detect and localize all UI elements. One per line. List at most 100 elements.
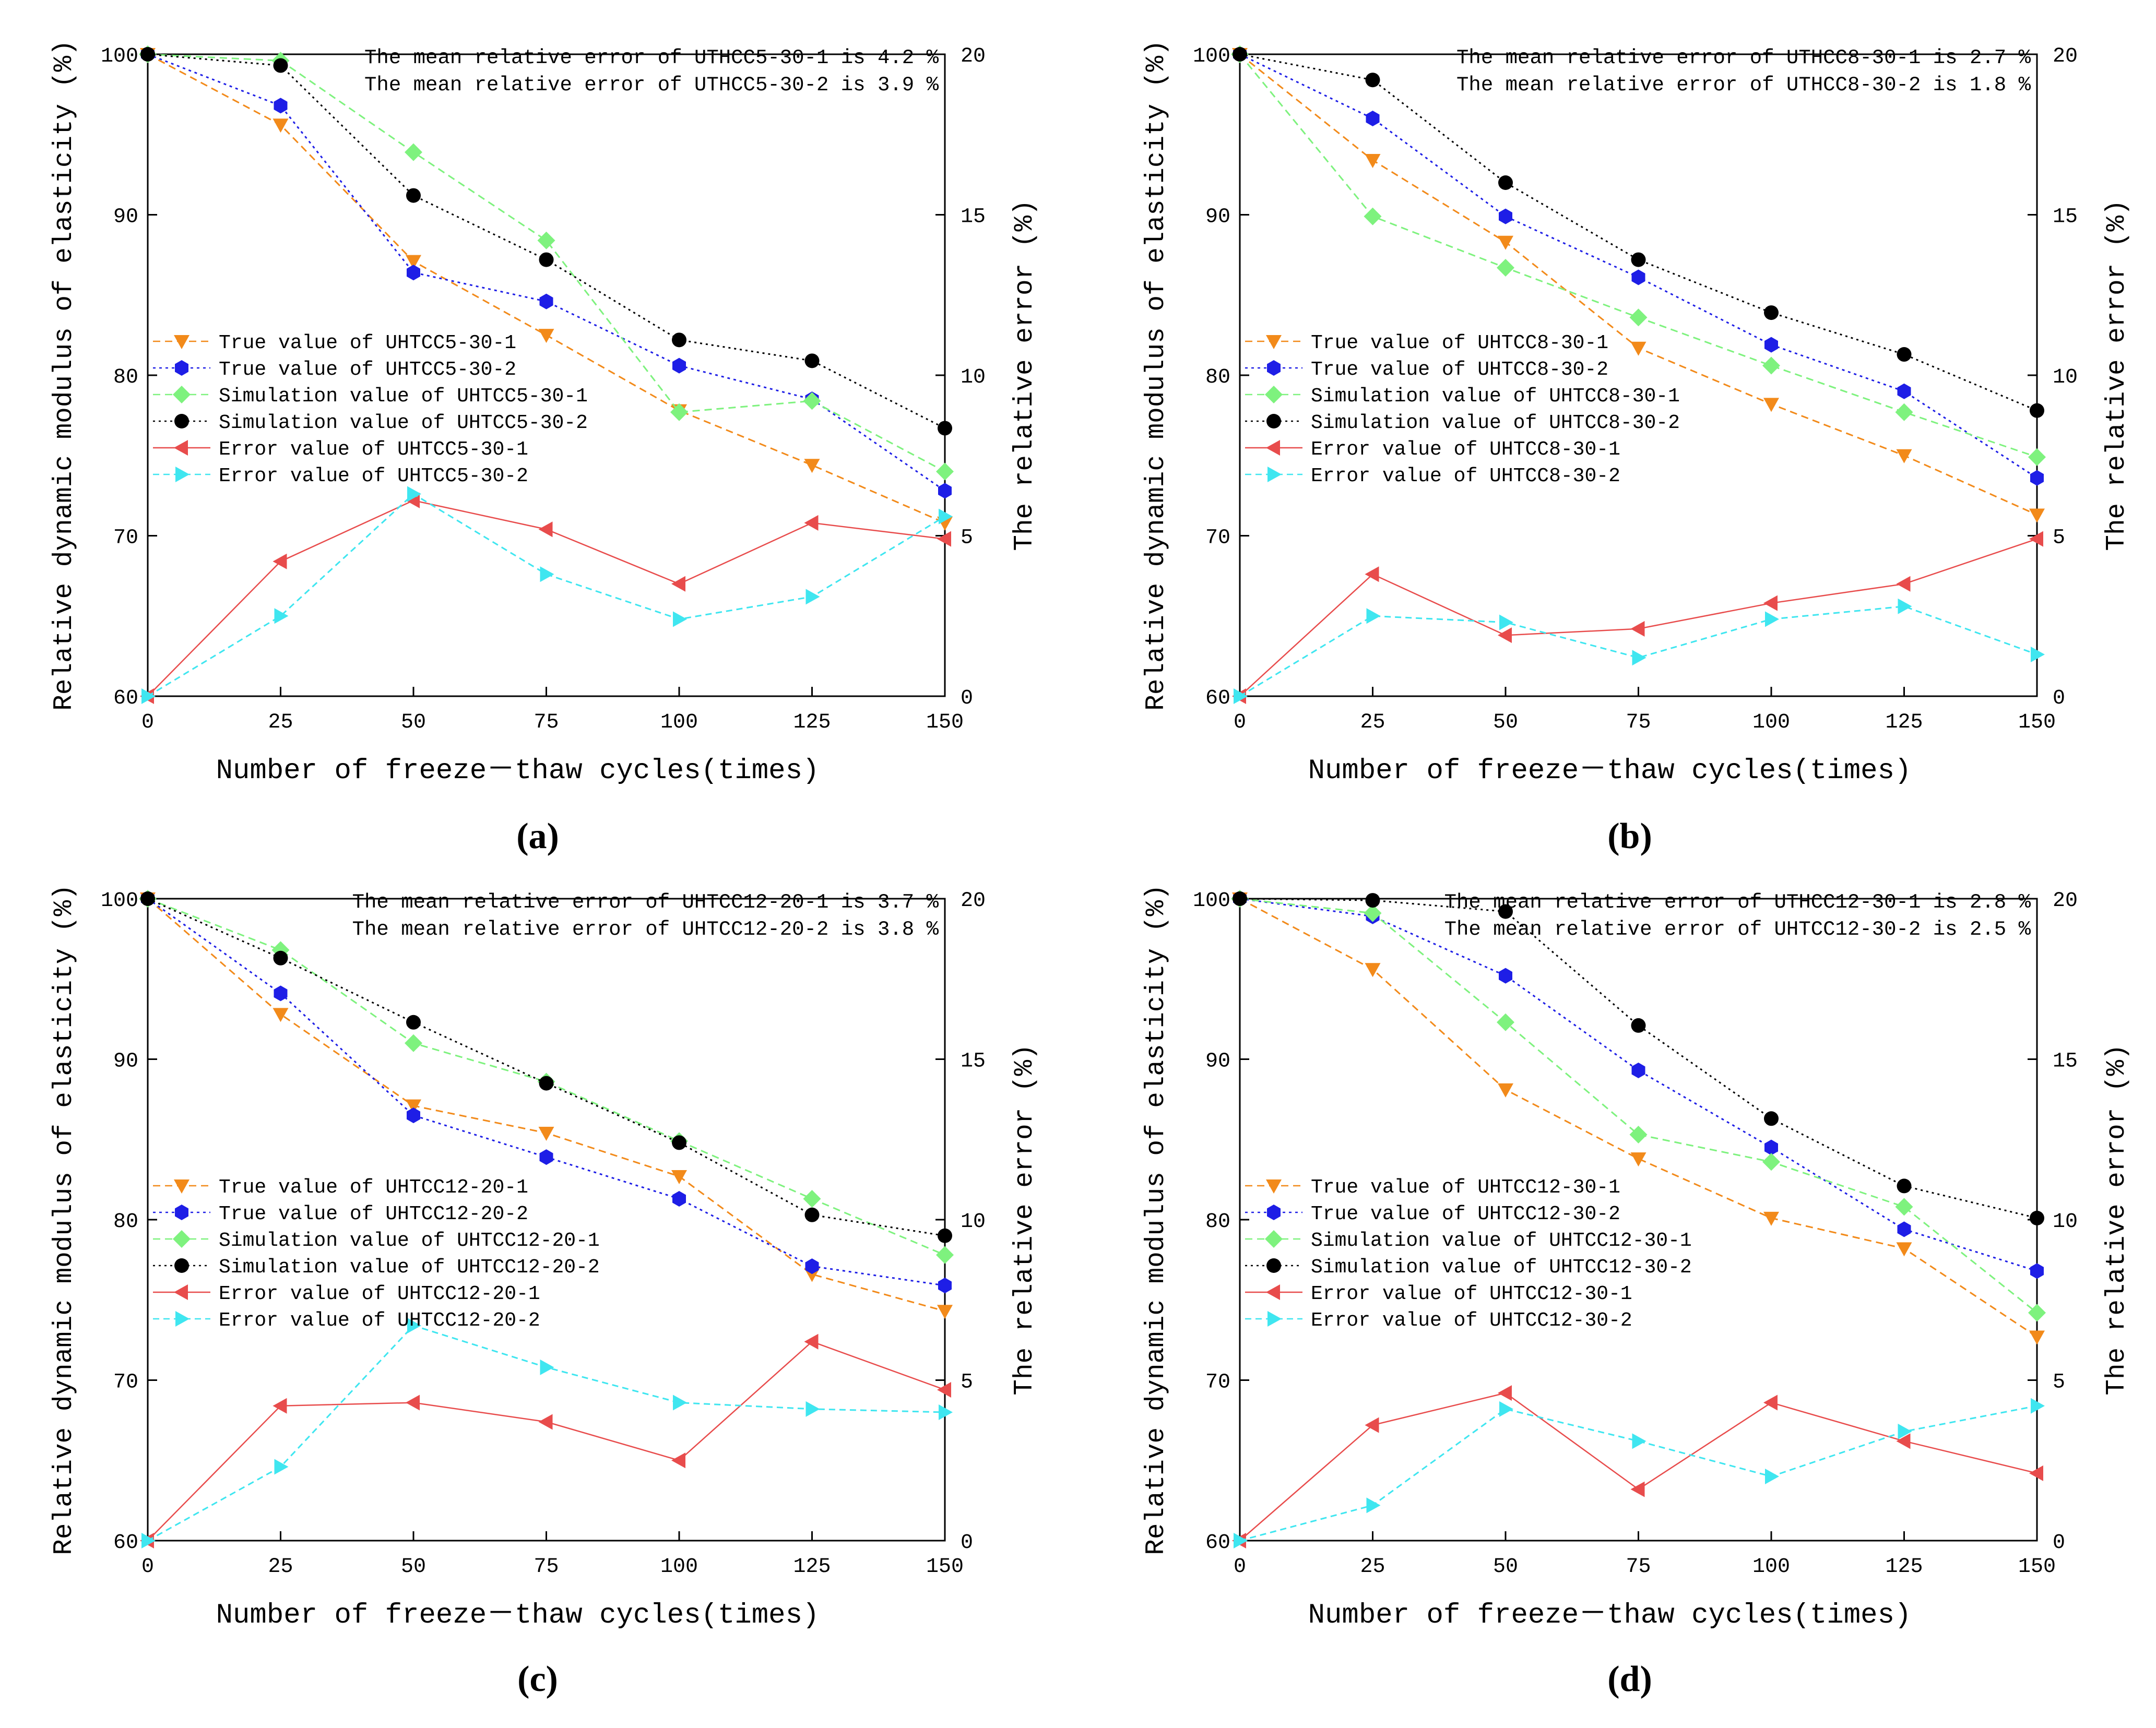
legend-marker — [173, 1230, 191, 1248]
data-point-circle — [140, 47, 155, 62]
y-tick-label: 90 — [1205, 206, 1230, 229]
x-tick-label: 150 — [926, 711, 964, 734]
data-point-circle — [1897, 347, 1912, 362]
x-tick-label: 125 — [793, 711, 831, 734]
x-tick-label: 25 — [1360, 1555, 1385, 1579]
data-point-hexagon — [1631, 269, 1645, 285]
x-tick-label: 50 — [401, 1555, 426, 1579]
legend-marker — [1266, 335, 1282, 349]
data-point-tri-down — [538, 329, 554, 343]
data-point-tri-down — [2029, 1330, 2045, 1345]
data-point-diamond — [1762, 1153, 1780, 1171]
legend-label: Simulation value of UHTCC5-30-1 — [219, 385, 588, 408]
data-point-tri-down — [1630, 341, 1646, 356]
legend-label: Error value of UHTCC8-30-1 — [1311, 438, 1620, 461]
series-line — [1239, 605, 2037, 697]
data-point-tri-left — [1630, 621, 1645, 637]
data-point-tri-down — [804, 459, 820, 473]
y-tick-label: 80 — [1205, 366, 1230, 389]
data-point-circle — [1233, 891, 1247, 906]
data-point-tri-down — [1630, 1152, 1646, 1167]
data-point-tri-right — [407, 486, 421, 502]
data-point-tri-left — [273, 1398, 287, 1414]
x-tick-label: 75 — [1626, 1555, 1651, 1579]
data-point-diamond — [1364, 904, 1382, 922]
data-point-hexagon — [539, 293, 553, 309]
data-point-tri-left — [538, 1414, 553, 1430]
data-point-hexagon — [938, 1278, 952, 1294]
series-tri-down — [140, 892, 953, 1319]
x-tick-label: 0 — [141, 711, 154, 734]
data-point-tri-right — [1366, 1497, 1381, 1514]
panel-label: (c) — [517, 1659, 558, 1699]
mean-error-annotation: The mean relative error of UHTCC12-30-2 … — [1444, 918, 2031, 941]
y-tick-label: 90 — [113, 206, 138, 229]
legend-label: Simulation value of UHTCC12-30-1 — [1311, 1230, 1692, 1252]
legend-label: Error value of UHTCC5-30-2 — [219, 465, 528, 487]
legend-entry: Error value of UHTCC12-20-1 — [153, 1283, 540, 1305]
legend-label: True value of UHTCC5-30-1 — [219, 332, 516, 354]
y-right-axis-label: The relative error (%) — [1010, 199, 1040, 551]
data-point-tri-right — [540, 1359, 554, 1375]
data-point-circle — [804, 353, 820, 368]
data-point-tri-right — [274, 1459, 289, 1475]
legend-label: Error value of UHTCC12-30-2 — [1311, 1309, 1632, 1332]
y-right-axis-label: The relative error (%) — [2102, 1044, 2132, 1395]
legend-entry: Simulation value of UHTCC5-30-2 — [153, 412, 588, 434]
legend-entry: True value of UHTCC12-30-2 — [1245, 1203, 1620, 1225]
data-point-tri-right — [2031, 1398, 2045, 1414]
x-tick-label: 50 — [1493, 1555, 1518, 1579]
series-circle — [140, 891, 952, 1243]
data-point-tri-left — [1763, 1395, 1778, 1411]
legend-marker — [175, 1311, 189, 1327]
x-tick-label: 100 — [660, 711, 698, 734]
data-point-circle — [1631, 252, 1646, 267]
data-point-circle — [1764, 1111, 1779, 1126]
legend-label: Simulation value of UHTCC12-20-2 — [219, 1256, 600, 1279]
legend-marker — [1267, 467, 1282, 482]
x-tick-label: 125 — [793, 1555, 831, 1579]
x-tick-label: 0 — [1234, 1555, 1246, 1579]
data-point-diamond — [1762, 356, 1780, 375]
data-point-tri-left — [671, 1452, 685, 1469]
series-diamond — [1231, 890, 2046, 1322]
y-right-tick-label: 10 — [961, 366, 986, 389]
data-point-tri-left — [937, 531, 951, 547]
x-tick-label: 125 — [1885, 711, 1923, 734]
y-tick-label: 90 — [113, 1050, 138, 1074]
series-tri-right — [1234, 1398, 2045, 1548]
data-point-tri-down — [1896, 449, 1912, 463]
data-point-hexagon — [407, 265, 420, 281]
legend-entry: Error value of UHTCC12-30-1 — [1245, 1283, 1632, 1305]
data-point-tri-right — [1499, 1401, 1513, 1417]
x-tick-label: 25 — [1360, 711, 1385, 734]
data-point-tri-right — [2031, 647, 2045, 663]
legend-label: True value of UHTCC12-30-1 — [1311, 1176, 1620, 1199]
data-point-hexagon — [1764, 1139, 1778, 1155]
data-point-tri-left — [1498, 627, 1512, 643]
data-point-circle — [140, 891, 155, 906]
legend-marker — [1265, 386, 1283, 403]
y-right-tick-label: 20 — [2053, 889, 2078, 913]
data-point-diamond — [670, 403, 688, 421]
legend-label: True value of UHTCC12-30-2 — [1311, 1203, 1620, 1225]
data-point-circle — [539, 252, 554, 267]
y-tick-label: 60 — [1205, 1531, 1230, 1555]
legend-entry: True value of UHTCC8-30-2 — [1245, 359, 1608, 381]
data-point-hexagon — [1897, 1221, 1911, 1237]
data-point-diamond — [537, 231, 555, 249]
data-point-diamond — [803, 392, 821, 410]
data-point-tri-right — [1234, 688, 1248, 704]
chart-panel-3: 0 25 50 75 100 125 150 60 70 80 90 100 0 5 10 15 20 Numbe… — [50, 884, 1040, 1631]
data-point-tri-right — [1632, 650, 1646, 666]
y-tick-label: 100 — [1193, 45, 1230, 68]
legend-label: True value of UHTCC8-30-1 — [1311, 332, 1608, 354]
data-point-tri-left — [937, 1381, 951, 1398]
y-axis-label: Relative dynamic modulus of elasticity (… — [1142, 40, 1171, 710]
legend-marker — [174, 1258, 189, 1273]
data-point-tri-right — [1765, 611, 1779, 627]
series-line — [147, 1325, 945, 1542]
legend-entry: True value of UHTCC12-30-1 — [1245, 1176, 1620, 1199]
data-point-circle — [804, 1207, 820, 1222]
x-tick-label: 75 — [534, 1555, 559, 1579]
